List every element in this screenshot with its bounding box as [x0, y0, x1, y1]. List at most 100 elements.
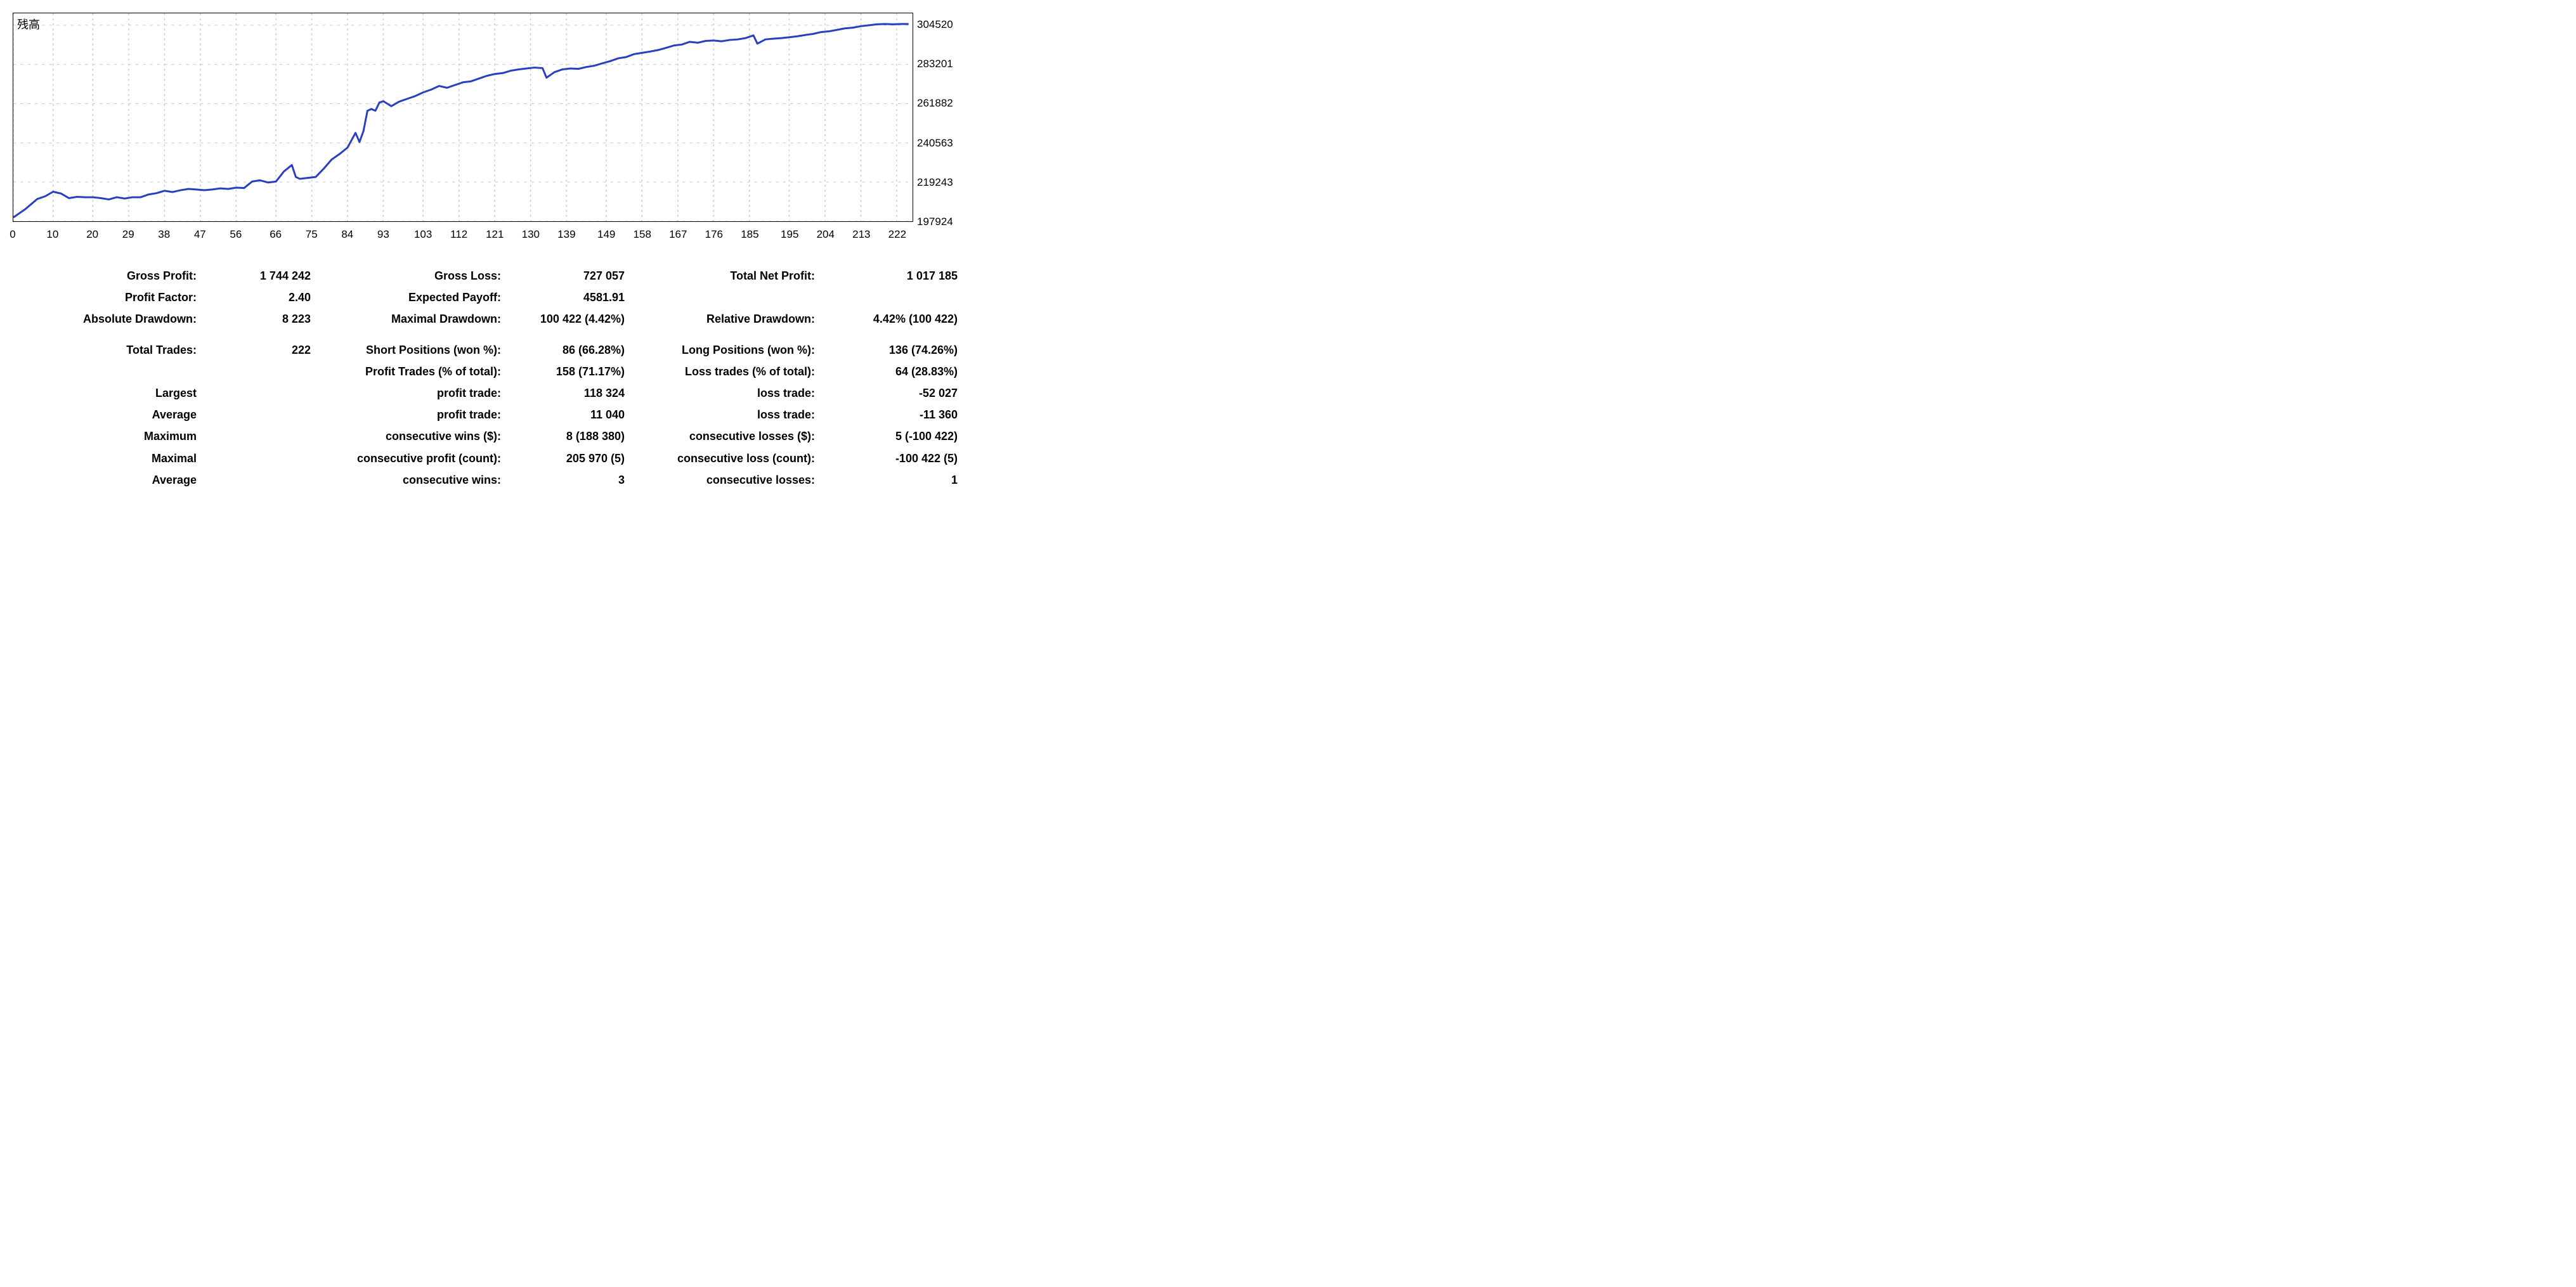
stats-value: 136 (74.26%): [821, 339, 964, 361]
x-tick-label: 66: [270, 228, 282, 241]
stats-label: loss trade:: [631, 382, 821, 404]
stats-label: profit trade:: [317, 404, 507, 425]
stats-value: 4581.91: [507, 287, 631, 308]
y-tick-label: 197924: [917, 216, 953, 228]
x-tick-label: 75: [306, 228, 318, 241]
y-tick-label: 240563: [917, 137, 953, 150]
stats-value: 205 970 (5): [507, 448, 631, 469]
stats-value: 2.40: [203, 287, 317, 308]
stats-label: Profit Factor:: [13, 287, 203, 308]
stats-value: [203, 448, 317, 469]
chart-x-axis: 0102029384756667584931031121211301391491…: [13, 224, 913, 247]
stats-label: consecutive loss (count):: [631, 448, 821, 469]
stats-value: 4.42% (100 422): [821, 308, 964, 330]
stats-label: Maximal: [13, 448, 203, 469]
stats-label: Profit Trades (% of total):: [317, 361, 507, 382]
x-tick-label: 176: [705, 228, 723, 241]
stats-value: 1 017 185: [821, 265, 964, 287]
chart-svg: [13, 13, 913, 221]
chart-series-label: 残高: [17, 16, 40, 32]
stats-label: consecutive losses:: [631, 469, 821, 491]
x-tick-label: 167: [669, 228, 687, 241]
stats-label: Relative Drawdown:: [631, 308, 821, 330]
stats-row: Profit Trades (% of total):158 (71.17%)L…: [13, 361, 964, 382]
stats-label: Total Trades:: [13, 339, 203, 361]
stats-label: Average: [13, 469, 203, 491]
stats-row: Largestprofit trade:118 324loss trade:-5…: [13, 382, 964, 404]
x-tick-label: 38: [158, 228, 170, 241]
x-tick-label: 103: [414, 228, 432, 241]
chart-y-axis: 197924219243240563261882283201304520: [914, 13, 964, 222]
stats-value: -100 422 (5): [821, 448, 964, 469]
stats-row: Maximumconsecutive wins ($):8 (188 380)c…: [13, 425, 964, 447]
stats-value: [821, 287, 964, 308]
stats-value: 1 744 242: [203, 265, 317, 287]
x-tick-label: 56: [230, 228, 242, 241]
stats-row: Profit Factor:2.40Expected Payoff:4581.9…: [13, 287, 964, 308]
x-tick-label: 139: [557, 228, 575, 241]
stats-value: 1: [821, 469, 964, 491]
stats-label: consecutive wins ($):: [317, 425, 507, 447]
stats-label: Gross Loss:: [317, 265, 507, 287]
stats-value: 11 040: [507, 404, 631, 425]
stats-value: [203, 469, 317, 491]
stats-label: consecutive losses ($):: [631, 425, 821, 447]
stats-label: Total Net Profit:: [631, 265, 821, 287]
stats-value: 8 223: [203, 308, 317, 330]
stats-value: 86 (66.28%): [507, 339, 631, 361]
stats-value: 3: [507, 469, 631, 491]
stats-label: Largest: [13, 382, 203, 404]
stats-row: Maximal consecutive profit (count):205 97…: [13, 448, 964, 469]
x-tick-label: 195: [781, 228, 798, 241]
stats-label: loss trade:: [631, 404, 821, 425]
stats-label: Loss trades (% of total):: [631, 361, 821, 382]
y-tick-label: 283201: [917, 58, 953, 70]
stats-value: 727 057: [507, 265, 631, 287]
stats-label: Gross Profit:: [13, 265, 203, 287]
stats-label: Expected Payoff:: [317, 287, 507, 308]
x-tick-label: 149: [597, 228, 615, 241]
stats-row: Total Trades:222Short Positions (won %):…: [13, 339, 964, 361]
x-tick-label: 222: [888, 228, 906, 241]
x-tick-label: 158: [634, 228, 651, 241]
stats-label: profit trade:: [317, 382, 507, 404]
stats-value: [203, 382, 317, 404]
x-tick-label: 185: [741, 228, 758, 241]
x-tick-label: 0: [10, 228, 15, 241]
stats-label: [13, 361, 203, 382]
x-tick-label: 29: [122, 228, 134, 241]
stats-value: 5 (-100 422): [821, 425, 964, 447]
stats-row: Absolute Drawdown:8 223Maximal Drawdown:…: [13, 308, 964, 330]
x-tick-label: 130: [522, 228, 540, 241]
stats-value: 118 324: [507, 382, 631, 404]
y-tick-label: 304520: [917, 18, 953, 31]
stats-value: [203, 361, 317, 382]
y-tick-label: 219243: [917, 176, 953, 189]
x-tick-label: 10: [46, 228, 58, 241]
stats-label: Short Positions (won %):: [317, 339, 507, 361]
stats-value: 222: [203, 339, 317, 361]
stats-row: Gross Profit:1 744 242Gross Loss:727 057…: [13, 265, 964, 287]
stats-row: Average consecutive wins:3consecutive los…: [13, 469, 964, 491]
stats-label: Average: [13, 404, 203, 425]
stats-value: 64 (28.83%): [821, 361, 964, 382]
y-tick-label: 261882: [917, 97, 953, 110]
stats-value: 8 (188 380): [507, 425, 631, 447]
x-tick-label: 20: [86, 228, 98, 241]
x-tick-label: 213: [852, 228, 870, 241]
strategy-report: 残高 197924219243240563261882283201304520 …: [13, 13, 964, 491]
stats-label: consecutive wins:: [317, 469, 507, 491]
x-tick-label: 204: [817, 228, 835, 241]
stats-label: [631, 287, 821, 308]
stats-table: Gross Profit:1 744 242Gross Loss:727 057…: [13, 265, 964, 491]
stats-value: [203, 425, 317, 447]
stats-value: -11 360: [821, 404, 964, 425]
x-tick-label: 47: [194, 228, 206, 241]
stats-label: consecutive profit (count):: [317, 448, 507, 469]
balance-chart: 残高 197924219243240563261882283201304520 …: [13, 13, 964, 247]
stats-value: [203, 404, 317, 425]
stats-label: Long Positions (won %):: [631, 339, 821, 361]
stats-row: Average profit trade:11 040loss trade:-11…: [13, 404, 964, 425]
x-tick-label: 121: [486, 228, 504, 241]
stats-label: Absolute Drawdown:: [13, 308, 203, 330]
